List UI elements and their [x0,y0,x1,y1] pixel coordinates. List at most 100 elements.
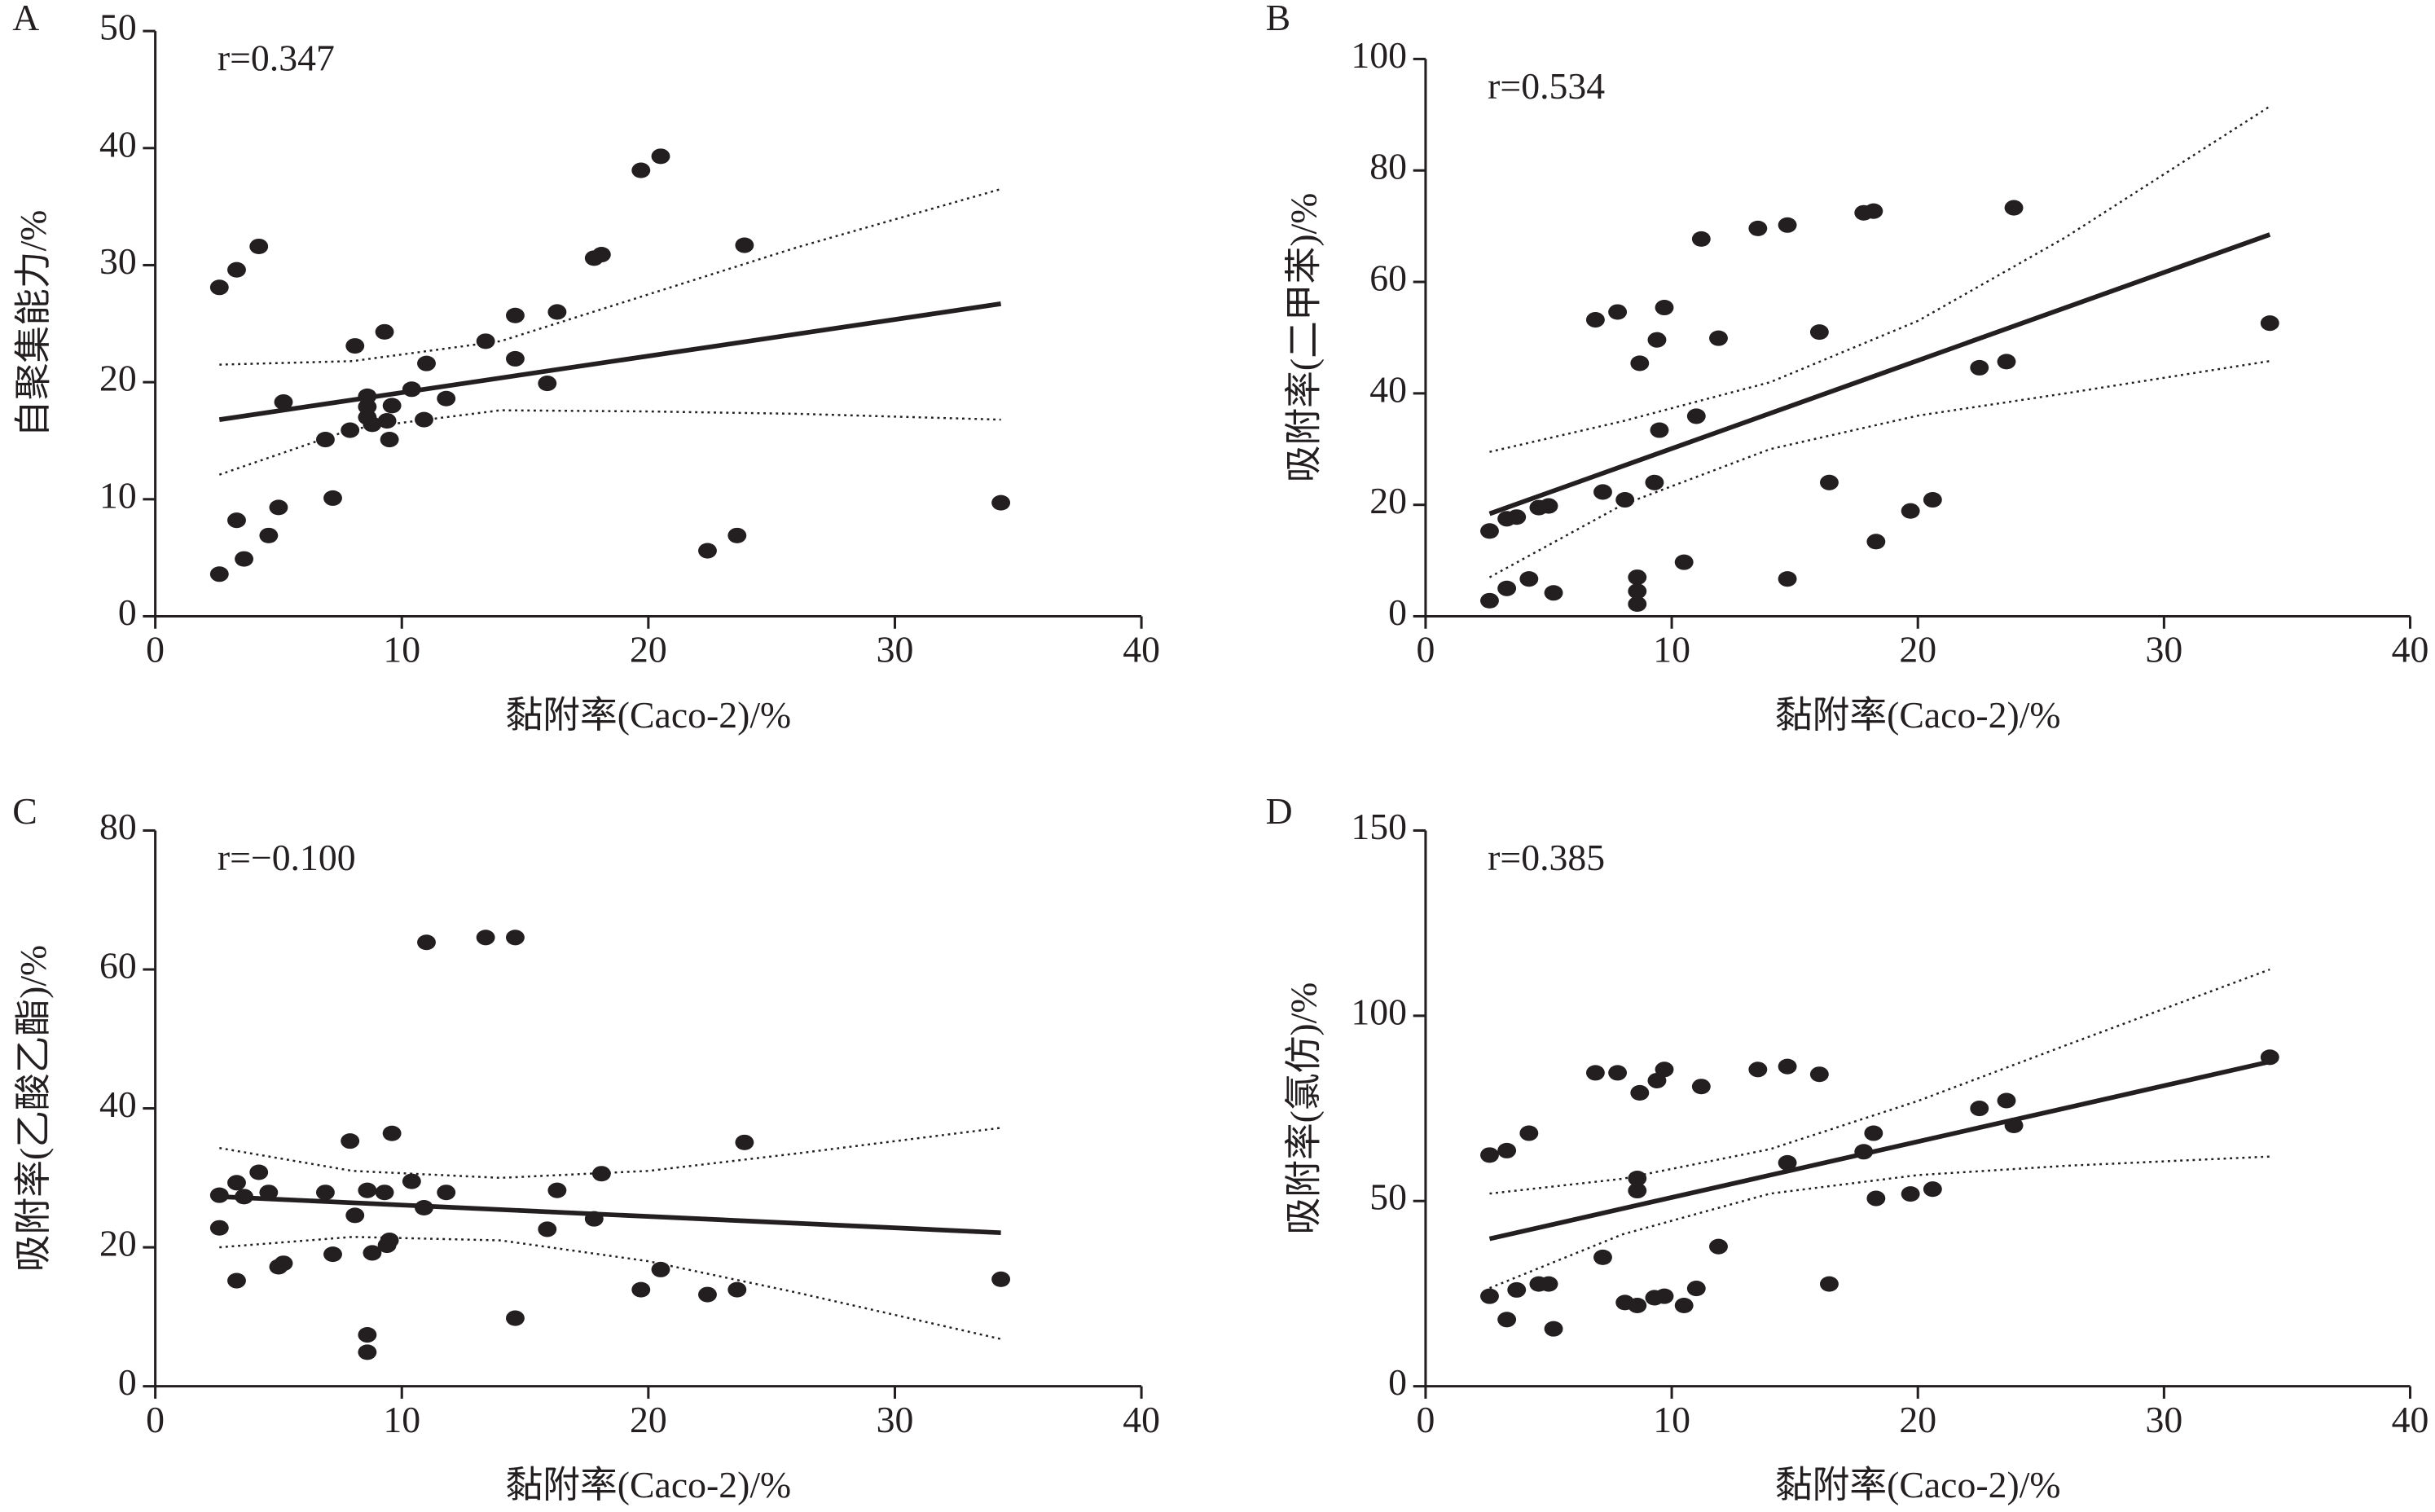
data-point [698,1286,717,1303]
regression-line [1488,1059,2270,1242]
data-point [1519,571,1539,587]
y-tick-label: 60 [1369,257,1407,299]
data-point [1585,1065,1605,1081]
x-tick-label: 40 [2392,1399,2429,1440]
correlation-annotation: r=0.385 [1488,837,1605,878]
data-point [417,934,436,951]
data-point [377,413,397,429]
data-point [735,237,754,253]
data-point [1497,580,1517,596]
data-point [1480,592,1499,609]
data-point [1691,231,1711,247]
y-tick-label: 150 [1351,806,1407,847]
panel-label: B [1266,0,1291,38]
data-point [1970,359,1989,376]
data-point [1628,1182,1647,1199]
x-axis-label: 黏附率(Caco-2)/% [1775,694,2061,736]
x-tick-label: 40 [1123,1399,1160,1440]
x-tick-label: 10 [383,629,420,670]
data-point [1628,596,1647,612]
data-point [323,490,342,506]
panel: Dr=0.385 0 50 100 150 0 10 20 30 40 黏附率(Caco-2)/% 吸… [1266,790,2429,1505]
x-tick-label: 0 [146,629,165,670]
data-point [2004,200,2024,216]
data-point [315,1185,335,1201]
data-point [1497,1142,1517,1158]
data-point [1480,1147,1499,1163]
data-point [1585,312,1605,328]
data-point [1864,1125,1883,1141]
y-tick-label: 80 [99,806,137,847]
data-point [323,1246,342,1263]
data-point [227,512,246,529]
x-tick-label: 0 [1416,629,1435,670]
data-point [345,338,365,354]
data-point [1593,484,1612,500]
data-point [584,1211,604,1227]
regression-line [218,301,1002,422]
y-tick-label: 80 [1369,146,1407,187]
x-tick-label: 20 [630,1399,667,1440]
y-tick-label: 0 [118,1361,137,1403]
data-point [269,499,288,516]
data-point [1655,1061,1674,1078]
data-point [1997,354,2016,370]
data-point [380,432,399,448]
panel-label: D [1266,790,1293,832]
data-point [1497,1312,1517,1328]
data-point [1593,1249,1612,1265]
data-point [591,1166,611,1182]
data-point [341,422,360,438]
data-point [382,398,402,414]
correlation-annotation: r=0.534 [1488,65,1605,107]
data-point [1608,304,1628,320]
data-point [1519,1125,1539,1141]
data-point [259,527,279,543]
data-point [1647,332,1667,348]
data-point [651,148,670,165]
data-point [1820,1276,1839,1292]
data-point [1480,523,1499,539]
data-point [375,1185,394,1201]
data-point [1691,1079,1711,1095]
confidence-band-lower [219,1236,1001,1340]
data-point [1923,1181,1942,1198]
data-point [1628,1170,1647,1187]
data-point [1608,1065,1628,1081]
data-point [249,238,269,255]
data-point [235,551,254,567]
data-point [991,494,1011,511]
data-point [631,162,651,178]
data-point [1539,498,1558,514]
data-point [363,1245,382,1261]
data-point [538,1221,557,1237]
data-point [547,1182,567,1198]
data-point [476,930,495,946]
x-tick-label: 10 [1653,629,1690,670]
data-point [1778,1154,1797,1171]
data-point [209,566,229,582]
data-point [1748,1061,1768,1078]
y-tick-label: 30 [99,240,137,282]
data-point [1820,474,1839,490]
data-point [1628,569,1647,586]
y-tick-label: 10 [99,474,137,516]
data-point [1630,355,1650,371]
data-point [1674,554,1694,570]
data-point [402,381,421,398]
data-point [209,1220,229,1236]
data-point [1997,1092,2016,1109]
data-point [506,350,525,367]
y-tick-label: 50 [1369,1176,1407,1218]
x-tick-label: 20 [630,629,667,670]
data-point [506,307,525,323]
panel: Ar=0.347 0 10 20 30 40 50 0 10 20 30 40 黏附率(Caco-2)/… [12,0,1160,736]
x-tick-label: 30 [2145,1399,2182,1440]
data-point [506,930,525,946]
regression-line [219,1194,1001,1236]
data-point [227,262,246,278]
data-point [1901,1186,1920,1202]
data-point [735,1134,754,1150]
data-point [402,1173,421,1189]
